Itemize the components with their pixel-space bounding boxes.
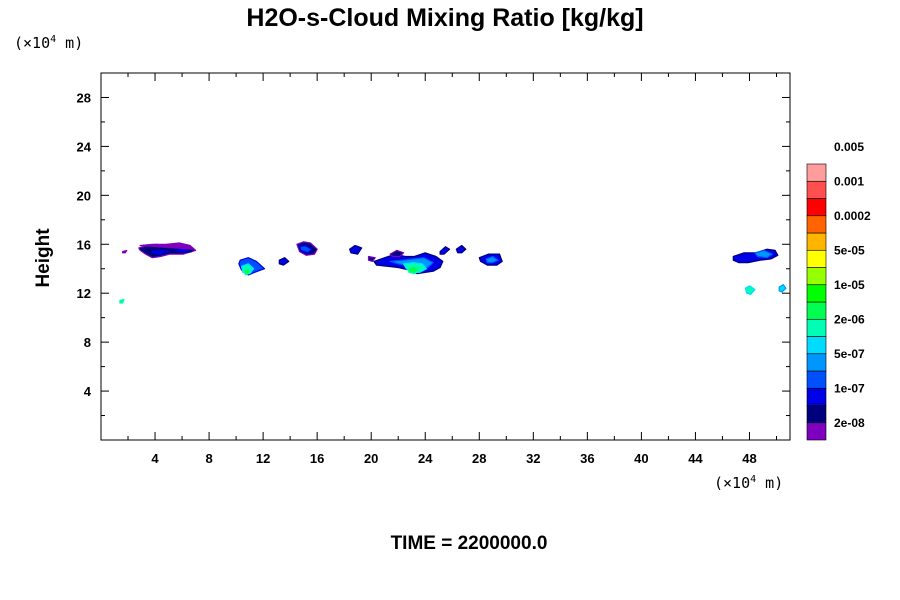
x-tick-label: 40 — [634, 451, 648, 466]
colorbar-label: 5e-07 — [834, 347, 865, 361]
colorbar-swatch — [806, 198, 827, 217]
cloud-region-8 — [299, 244, 313, 254]
y-tick-label: 28 — [77, 90, 91, 105]
cloud-region-23 — [778, 284, 787, 293]
colorbar-swatch — [806, 232, 827, 251]
colorbar-label: 1e-07 — [834, 381, 865, 395]
cloud-region-19 — [485, 255, 499, 264]
colorbar-swatch — [806, 336, 827, 355]
cloud-region-22 — [744, 285, 756, 295]
cloud-region-25 — [121, 249, 128, 254]
colorbar-label: 5e-05 — [834, 243, 865, 257]
colorbar-label: 0.001 — [834, 174, 864, 188]
cloud-region-2 — [139, 242, 194, 250]
colorbar-label: 2e-08 — [834, 416, 865, 430]
x-tick-label: 8 — [205, 451, 212, 466]
cloud-region-1 — [150, 247, 193, 256]
x-tick-label: 16 — [310, 451, 324, 466]
x-axis-unit: (×104 m) — [714, 474, 783, 492]
cloud-region-15 — [389, 249, 405, 258]
y-tick-label: 20 — [77, 188, 91, 203]
x-tick-label: 24 — [418, 451, 433, 466]
cloud-region-9 — [349, 244, 363, 255]
y-tick-label: 16 — [77, 237, 91, 252]
plot-frame — [100, 72, 791, 441]
x-tick-label: 28 — [472, 451, 486, 466]
x-tick-label: 36 — [580, 451, 594, 466]
y-axis-unit: (×104 m) — [14, 34, 83, 52]
colorbar-swatch — [806, 422, 827, 441]
y-tick-label: 4 — [84, 384, 92, 399]
cloud-region-14 — [407, 265, 421, 275]
colorbar-swatch — [806, 180, 827, 199]
cloud-region-16 — [439, 246, 451, 255]
cloud-region-21 — [754, 249, 774, 259]
y-tick-label: 24 — [77, 139, 92, 154]
colorbar-swatch — [806, 318, 827, 337]
colorbar-label: 1e-05 — [834, 278, 865, 292]
colorbar-swatch — [806, 387, 827, 406]
cloud-region-6 — [278, 257, 290, 266]
cloud-region-5 — [242, 268, 252, 276]
cloud-region-20 — [732, 248, 779, 264]
colorbar-swatch — [806, 405, 827, 424]
colorbar-swatch — [806, 249, 827, 268]
colorbar-label: 0.005 — [834, 140, 864, 154]
x-tick-label: 4 — [151, 451, 159, 466]
cloud-region-10 — [367, 255, 376, 262]
cloud-region-17 — [455, 244, 467, 254]
colorbar-swatch — [806, 284, 827, 303]
y-tick-label: 8 — [84, 335, 91, 350]
colorbar-swatch — [806, 267, 827, 286]
plot-area — [119, 241, 787, 304]
colorbar-label: 2e-06 — [834, 312, 865, 326]
time-label: TIME = 2200000.0 — [391, 533, 548, 554]
colorbar-swatch — [806, 163, 827, 182]
colorbar-label: 0.0002 — [834, 209, 871, 223]
colorbar: 2e-08 1e-07 5e-07 2e-06 1e-05 5e-05 0.0002 0.00… — [806, 140, 871, 441]
y-axis-label: Height — [33, 228, 54, 288]
x-tick-label: 44 — [688, 451, 703, 466]
x-tick-label: 48 — [742, 451, 756, 466]
y-tick-label: 12 — [77, 286, 91, 301]
x-tick-label: 20 — [364, 451, 378, 466]
cloud-region-24 — [119, 298, 125, 304]
colorbar-swatch — [806, 353, 827, 372]
chart-title: H2O-s-Cloud Mixing Ratio [kg/kg] — [246, 4, 643, 32]
x-tick-label: 32 — [526, 451, 540, 466]
x-tick-label: 12 — [256, 451, 270, 466]
colorbar-swatch — [806, 370, 827, 389]
colorbar-swatch — [806, 301, 827, 320]
colorbar-swatch — [806, 215, 827, 234]
